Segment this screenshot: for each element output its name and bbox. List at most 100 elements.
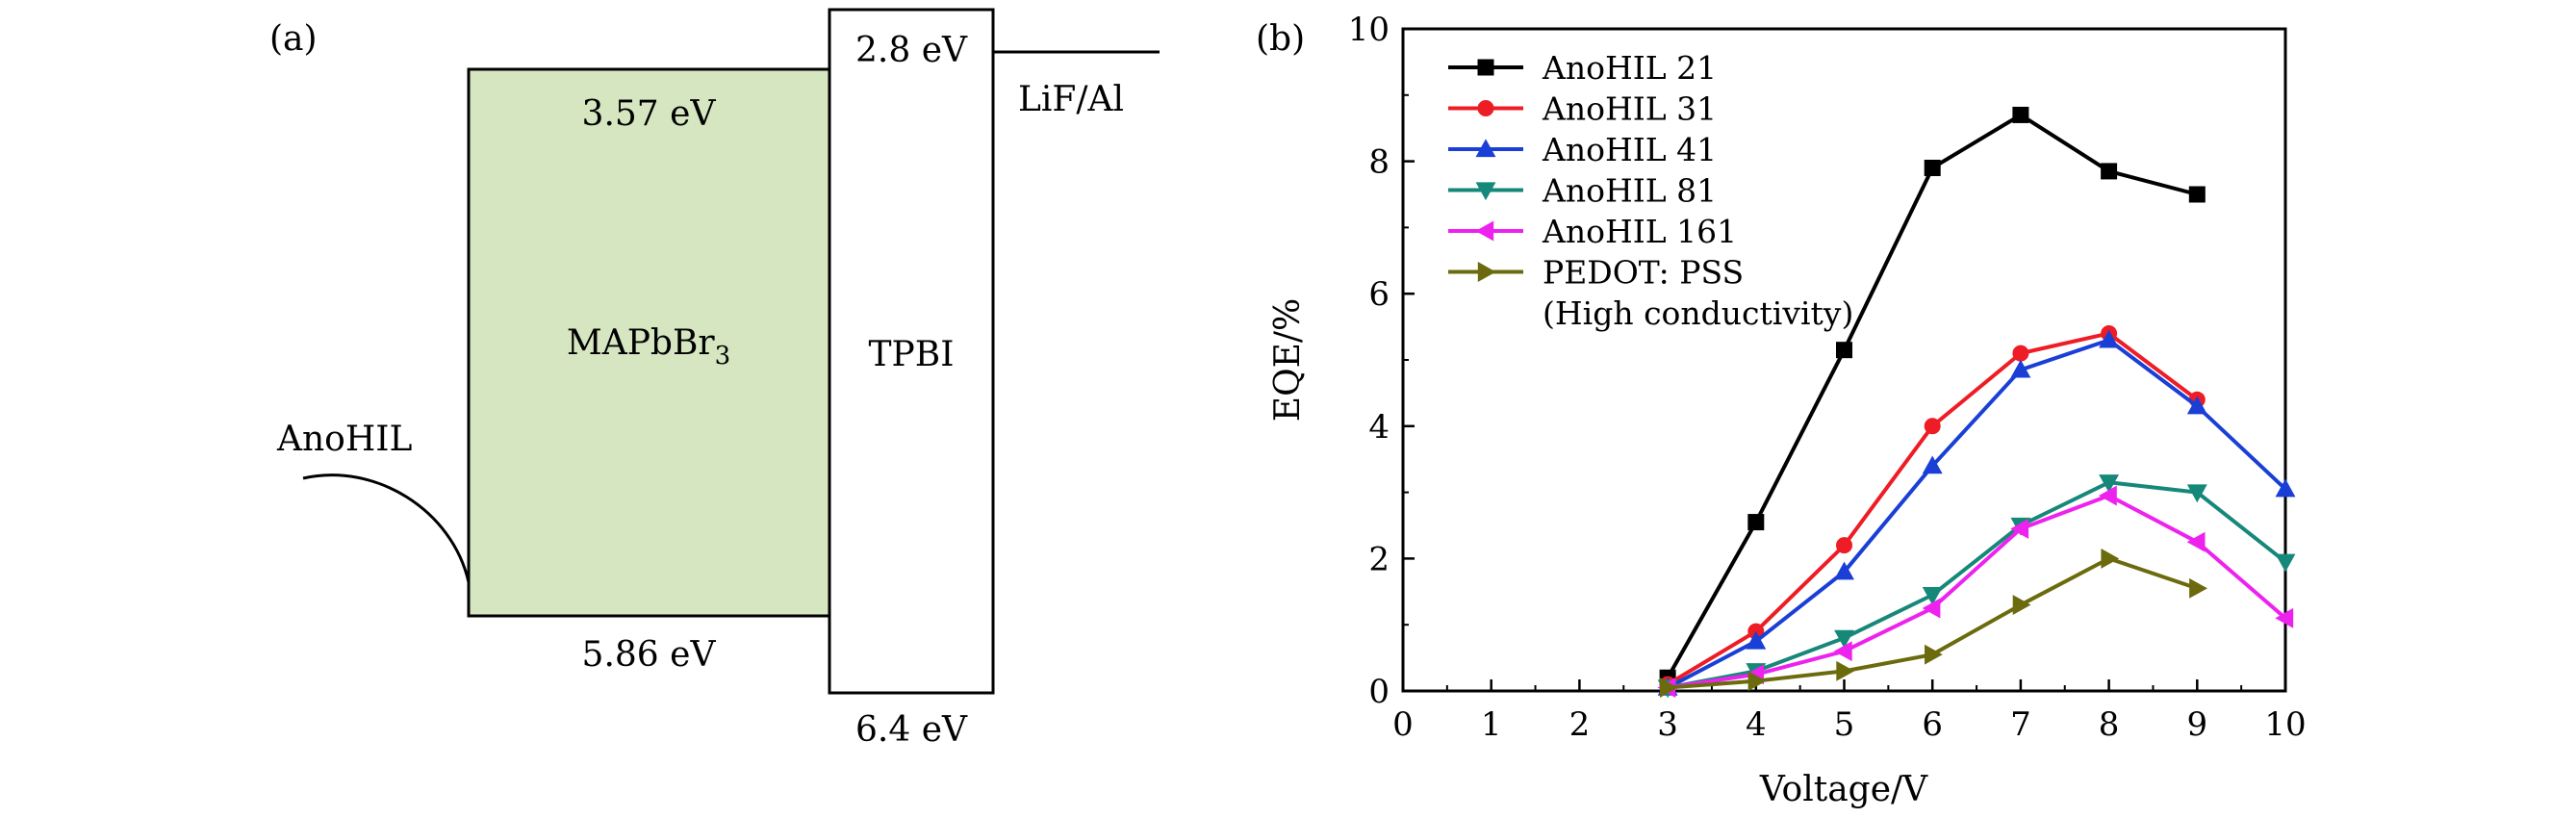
axis-ticks: 0 1 2 3 4 5 6 7 8 9 10 0 2 4 6 8 10 — [1348, 11, 2307, 744]
data-point — [2101, 548, 2120, 569]
series-2 — [1657, 329, 2296, 696]
y-tick-label: 2 — [1368, 540, 1390, 578]
plot-frame — [1401, 27, 2287, 693]
data-point — [2189, 577, 2207, 599]
x-tick-label: 10 — [2264, 705, 2306, 744]
series-line — [1667, 556, 2198, 690]
data-point — [2275, 553, 2296, 573]
data-point — [1836, 537, 1852, 554]
series-layer — [1657, 106, 2296, 699]
data-point — [1924, 159, 1941, 176]
data-point — [2012, 595, 2031, 616]
data-point — [1747, 671, 1767, 692]
legend-label: AnoHIL 31 — [1542, 90, 1717, 128]
x-tick-label: 3 — [1657, 705, 1678, 744]
legend-entry: AnoHIL 31 — [1448, 90, 1717, 128]
legend-label: AnoHIL 81 — [1542, 172, 1717, 210]
legend-label: AnoHIL 41 — [1542, 131, 1717, 168]
data-point — [1924, 418, 1941, 435]
data-point — [1747, 514, 1765, 531]
data-point — [1922, 587, 1943, 605]
legend-entry: PEDOT: PSS(High conductivity) — [1448, 254, 1853, 332]
data-point — [1836, 660, 1855, 681]
anohil-curve — [302, 473, 471, 583]
x-tick-label: 1 — [1481, 705, 1502, 744]
x-tick-label: 2 — [1569, 705, 1591, 744]
y-tick-label: 8 — [1368, 143, 1390, 182]
anohil-label: AnoHIL — [276, 420, 412, 459]
data-point — [2101, 163, 2118, 180]
legend-marker — [1477, 262, 1496, 282]
data-point — [1746, 630, 1767, 650]
legend-entry: AnoHIL 161 — [1448, 213, 1737, 250]
legend-entry: AnoHIL 41 — [1448, 131, 1717, 168]
energy-diagram: (a) AnoHIL 3.57 eV MAPbBr3 5.86 eV 2.8 e… — [269, 8, 1160, 750]
data-point — [2098, 485, 2117, 506]
data-point — [2186, 531, 2206, 552]
data-point — [2010, 518, 2029, 539]
y-axis-title: EQE/% — [1268, 298, 1308, 422]
y-tick-label: 10 — [1348, 11, 1390, 49]
panel-b-label: (b) — [1256, 19, 1305, 59]
data-point — [1833, 641, 1852, 662]
perovskite-name-subscript: 3 — [715, 342, 731, 371]
tpbi-lumo: 2.8 eV — [855, 31, 968, 70]
series-line — [1667, 338, 2287, 690]
data-point — [2186, 484, 2207, 503]
data-point — [2275, 478, 2296, 498]
data-point — [1922, 598, 1941, 619]
perovskite-box — [467, 67, 831, 618]
x-tick-label: 6 — [1922, 705, 1943, 744]
series-5 — [1659, 548, 2207, 699]
series-line — [1667, 480, 2287, 690]
legend-marker — [1477, 59, 1494, 76]
panel-a-label: (a) — [269, 19, 318, 59]
x-tick-label: 4 — [1746, 705, 1767, 744]
series-line — [1667, 494, 2287, 690]
data-point — [1834, 629, 1854, 649]
legend-label: AnoHIL 161 — [1542, 213, 1737, 250]
data-point — [1922, 455, 1943, 474]
perovskite-name-main: MAPbBr — [567, 323, 716, 363]
data-point — [2099, 474, 2120, 493]
data-point — [2099, 329, 2120, 348]
legend-marker — [1477, 100, 1494, 116]
data-point — [2188, 186, 2206, 203]
y-tick-label: 4 — [1368, 408, 1390, 447]
perovskite-lumo: 3.57 eV — [582, 94, 717, 134]
legend-label-line2: (High conductivity) — [1543, 294, 1853, 332]
x-axis-title: Voltage/V — [1759, 770, 1928, 809]
perovskite-homo: 5.86 eV — [582, 635, 717, 675]
tpbi-homo: 6.4 eV — [855, 710, 968, 750]
x-tick-label: 7 — [2010, 705, 2031, 744]
legend-marker — [1475, 182, 1496, 201]
legend-marker — [1475, 139, 1496, 158]
data-point — [1925, 644, 1943, 665]
data-point — [2275, 607, 2294, 628]
data-point — [1836, 342, 1852, 359]
legend-label: PEDOT: PSS — [1543, 254, 1744, 292]
legend-label: AnoHIL 21 — [1542, 49, 1717, 87]
x-tick-label: 8 — [2099, 705, 2120, 744]
legend-entry: AnoHIL 21 — [1448, 49, 1717, 87]
tpbi-box — [828, 8, 995, 695]
data-point — [2012, 345, 2029, 362]
perovskite-name: MAPbBr3 — [567, 323, 730, 371]
y-tick-label: 6 — [1368, 275, 1390, 314]
x-tick-label: 5 — [1834, 705, 1855, 744]
series-1 — [1659, 324, 2206, 693]
data-point — [1834, 561, 1854, 580]
x-tick-label: 0 — [1392, 705, 1414, 744]
tpbi-name: TPBI — [869, 335, 955, 374]
legend-entry: AnoHIL 81 — [1448, 172, 1717, 210]
data-point — [2010, 359, 2031, 378]
x-tick-label: 9 — [2186, 705, 2207, 744]
cathode-label: LiF/Al — [1018, 80, 1124, 119]
data-point — [2012, 106, 2029, 123]
series-line — [1667, 331, 2199, 686]
y-tick-label: 0 — [1368, 673, 1390, 711]
legend-marker — [1475, 220, 1494, 242]
data-point — [2186, 396, 2207, 415]
